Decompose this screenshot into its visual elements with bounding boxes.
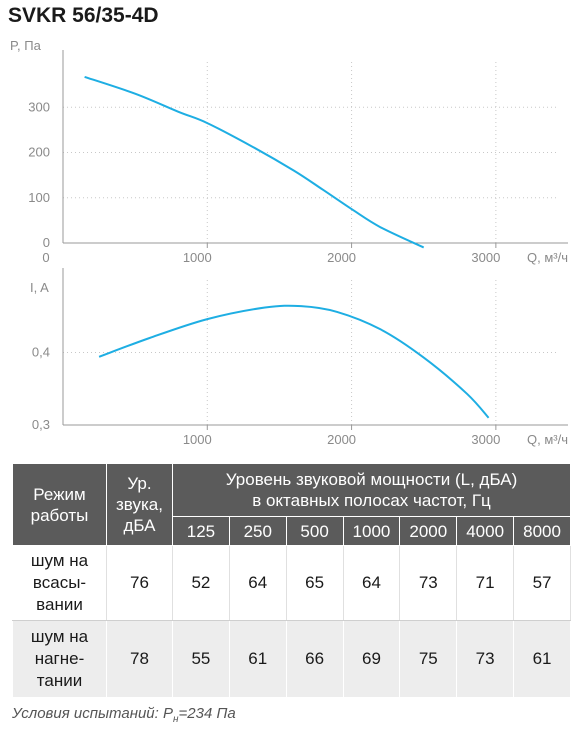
- table-row: шум на всасы- вании 76 52 64 65 64 73 71…: [12, 545, 571, 621]
- row-value: 65: [285, 545, 344, 621]
- band-2000: 2000: [399, 516, 458, 546]
- row-value: 73: [456, 620, 515, 698]
- row-value: 71: [456, 545, 515, 621]
- y-axis-label: P, Па: [10, 38, 42, 53]
- band-125: 125: [172, 516, 230, 546]
- chart-1: [62, 50, 568, 249]
- row-value: 52: [172, 545, 230, 621]
- row-level: 78: [106, 620, 173, 698]
- y-tick-label: 100: [28, 190, 50, 205]
- band-4000: 4000: [456, 516, 515, 546]
- row-mode: шум на всасы- вании: [12, 545, 107, 621]
- test-conditions-note: Условия испытаний: Pн=234 Па: [12, 705, 236, 725]
- y-tick-label: 200: [28, 145, 50, 160]
- y-tick-label: 300: [28, 99, 50, 114]
- row-value: 64: [342, 545, 401, 621]
- y-tick-label: 0,4: [32, 345, 50, 360]
- header-mode: Режим работы: [12, 463, 107, 546]
- y-tick-label: 0: [43, 235, 50, 250]
- band-500: 500: [285, 516, 344, 546]
- x-tick-label: 2000: [327, 250, 356, 265]
- x-tick-label: 3000: [471, 250, 500, 265]
- x-tick-label: 1000: [183, 432, 212, 447]
- performance-charts: 0 100 200 300 1000 2000 3000 P, Па Q, м³/ч 0,3 0,4…: [10, 38, 568, 447]
- x-tick-label: 2000: [327, 432, 356, 447]
- y-tick-label: 0,3: [32, 417, 50, 432]
- row-value: 73: [399, 545, 458, 621]
- table-row: шум на нагне- тании 78 55 61 66 69 75 73…: [12, 620, 571, 698]
- chart-title: SVKR 56/35-4D: [8, 4, 159, 27]
- row-value: 61: [228, 620, 287, 698]
- origin-label: 0: [42, 250, 49, 265]
- y-axis-label: I, A: [30, 280, 49, 295]
- row-value: 61: [513, 620, 571, 698]
- x-axis-label: Q, м³/ч: [527, 432, 568, 447]
- band-1000: 1000: [342, 516, 401, 546]
- series-line: [84, 75, 425, 249]
- row-mode: шум на нагне- тании: [12, 620, 107, 698]
- band-250: 250: [228, 516, 287, 546]
- x-tick-label: 1000: [183, 250, 212, 265]
- row-value: 57: [513, 545, 571, 621]
- row-value: 55: [172, 620, 230, 698]
- row-value: 64: [228, 545, 287, 621]
- header-level: Ур. звука, дБА: [106, 463, 173, 546]
- row-level: 76: [106, 545, 173, 621]
- row-value: 69: [342, 620, 401, 698]
- x-tick-label: 3000: [471, 432, 500, 447]
- row-value: 75: [399, 620, 458, 698]
- header-power: Уровень звуковой мощности (L, дБА) в окт…: [172, 463, 571, 517]
- x-axis-label: Q, м³/ч: [527, 250, 568, 265]
- noise-table: Режим работы Ур. звука, дБА Уровень звук…: [12, 463, 571, 698]
- band-8000: 8000: [513, 516, 571, 546]
- series-line: [98, 304, 490, 419]
- chart-2: [62, 268, 568, 430]
- row-value: 66: [285, 620, 344, 698]
